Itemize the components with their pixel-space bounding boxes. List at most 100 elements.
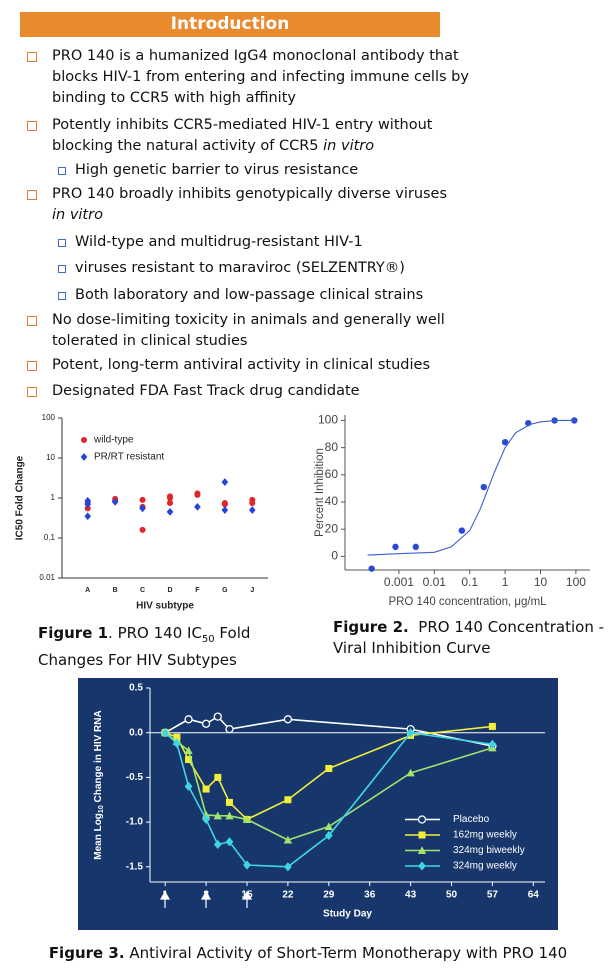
legend-label: 324mg weekly xyxy=(453,861,517,872)
x-tick-label: 0.01 xyxy=(423,575,447,589)
caption-text: . PRO 140 IC xyxy=(108,624,202,642)
data-point xyxy=(406,728,415,738)
x-tick-label: 36 xyxy=(364,890,376,901)
caption-label: Figure 3. xyxy=(48,944,125,962)
x-tick-label: 57 xyxy=(487,890,499,901)
x-axis-title: Study Day xyxy=(323,909,372,920)
y-tick-label: 0 xyxy=(331,549,338,563)
caption-label: Figure 2. xyxy=(333,618,409,636)
data-point xyxy=(406,768,415,777)
data-point xyxy=(139,504,146,513)
y-tick-label: 0.0 xyxy=(129,727,143,738)
y-tick-label: 80 xyxy=(325,440,339,454)
y-tick-label: -1.0 xyxy=(126,817,144,828)
italic-text: in vitro xyxy=(323,138,375,154)
x-tick-label: G xyxy=(222,587,228,594)
x-tick-label: 10 xyxy=(534,575,548,589)
sub-bullet-text: High genetic barrier to virus resistance xyxy=(75,162,359,178)
legend-label: 162mg weekly xyxy=(453,830,517,841)
y-tick-label: -0.5 xyxy=(126,772,144,783)
data-point xyxy=(139,526,146,533)
bullet-icon xyxy=(27,361,37,371)
y-tick-label: 1 xyxy=(51,493,56,502)
caption-text: Fold Changes For HIV Subtypes xyxy=(38,624,251,669)
y-tick-label: 100 xyxy=(318,413,338,427)
x-tick-label: B xyxy=(113,587,118,594)
sub-bullet-text: Wild-type and multidrug-resistant HIV-1 xyxy=(75,234,363,250)
legend-label: 324mg biweekly xyxy=(453,845,525,856)
x-tick-label: 8 xyxy=(203,890,209,901)
y-tick-label: 0.1 xyxy=(44,533,56,542)
sub-bullet-text: viruses resistant to maraviroc (SELZENTR… xyxy=(75,260,405,276)
legend-label: PR/RT resistant xyxy=(94,452,164,463)
x-tick-label: 64 xyxy=(528,890,540,901)
y-axis-title: IC50 Fold Change xyxy=(15,455,26,540)
x-tick-label: D xyxy=(167,587,172,594)
x-axis-title: PRO 140 concentration, μg/mL xyxy=(388,596,547,608)
text: PRO 140 broadly inhibits genotypically d… xyxy=(52,186,448,202)
text: No dose-limiting toxicity in animals and… xyxy=(52,312,445,349)
data-point xyxy=(225,798,233,806)
y-tick-label: 60 xyxy=(325,467,339,481)
data-point xyxy=(392,543,399,551)
y-tick-label: 10 xyxy=(46,453,55,462)
legend-marker xyxy=(80,453,88,461)
x-tick-label: 0.1 xyxy=(461,575,478,589)
data-point xyxy=(84,505,91,512)
x-tick-label: C xyxy=(140,587,145,594)
data-point xyxy=(324,830,333,841)
y-tick-label: 20 xyxy=(325,521,339,535)
data-point xyxy=(213,811,222,820)
legend-marker xyxy=(417,846,427,854)
data-point xyxy=(488,739,497,749)
x-tick-label: 0.001 xyxy=(384,575,414,589)
bullet-text: Potently inhibits CCR5-mediated HIV-1 en… xyxy=(52,115,492,157)
data-point xyxy=(283,835,293,844)
x-tick-label: 50 xyxy=(446,890,458,901)
data-point xyxy=(173,738,181,748)
data-point xyxy=(480,483,487,491)
data-point xyxy=(185,756,193,764)
y-tick-label: 0.01 xyxy=(39,573,55,582)
y-tick-label: 0.5 xyxy=(129,683,143,694)
italic-text: in vitro xyxy=(52,207,103,223)
x-tick-label: A xyxy=(85,587,90,594)
sub-bullet-icon xyxy=(58,292,66,300)
data-point xyxy=(194,491,201,498)
data-point xyxy=(184,746,193,755)
data-point xyxy=(221,506,229,514)
arrow-head xyxy=(241,890,253,900)
x-tick-label: 22 xyxy=(282,890,294,901)
data-point xyxy=(242,815,252,823)
legend-marker xyxy=(418,831,426,839)
y-axis-title-part: 10 xyxy=(98,805,105,813)
data-point xyxy=(488,722,496,730)
data-point xyxy=(225,837,234,847)
bullet-text: PRO 140 broadly inhibits genotypically d… xyxy=(52,184,492,226)
y-axis-title-part: Change in HIV RNA xyxy=(93,710,104,805)
sub-bullet-icon xyxy=(58,167,66,175)
data-point xyxy=(225,811,234,820)
y-axis-title: Percent Inhibition xyxy=(314,448,326,537)
data-point xyxy=(184,715,193,724)
data-point xyxy=(202,814,210,824)
x-tick-label: 43 xyxy=(405,890,417,901)
x-tick-label: 1 xyxy=(162,890,168,901)
text: PRO 140 is a humanized IgG4 monoclonal a… xyxy=(52,48,469,106)
y-tick-label: 100 xyxy=(42,413,56,422)
data-point xyxy=(325,764,333,772)
data-point xyxy=(202,785,210,793)
sub-bullet-icon xyxy=(58,265,66,273)
arrow-head xyxy=(159,890,171,900)
sub-bullet-icon xyxy=(58,239,66,247)
data-point xyxy=(194,502,201,511)
bullet-icon xyxy=(27,316,37,326)
data-point xyxy=(173,733,181,741)
data-point xyxy=(184,781,193,791)
bullet-text: Designated FDA Fast Track drug candidate xyxy=(52,381,492,402)
data-point xyxy=(284,862,292,872)
data-point xyxy=(201,719,211,728)
data-point xyxy=(249,499,256,506)
